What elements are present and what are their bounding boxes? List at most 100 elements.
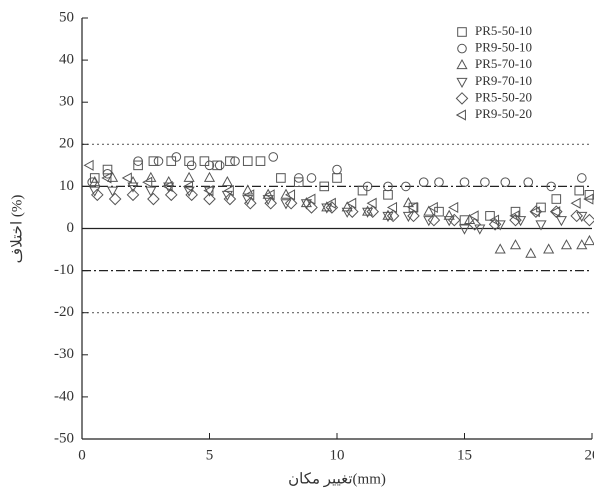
- point: [474, 224, 486, 235]
- point: [321, 201, 333, 212]
- point: [280, 199, 292, 210]
- point: [346, 205, 359, 218]
- point: [142, 176, 153, 188]
- point: [264, 196, 277, 210]
- point: [148, 156, 159, 166]
- y-tick-label: 50: [59, 9, 74, 25]
- point: [386, 209, 400, 223]
- point: [494, 220, 506, 231]
- y-tick-label: 0: [67, 220, 75, 236]
- point: [147, 192, 160, 206]
- point: [183, 171, 195, 182]
- x-tick-label: 5: [206, 447, 214, 463]
- point: [480, 177, 490, 187]
- point: [244, 189, 255, 201]
- point: [83, 159, 94, 171]
- point: [427, 201, 438, 214]
- point: [459, 177, 470, 187]
- point: [402, 197, 414, 208]
- point: [362, 207, 374, 218]
- point: [570, 209, 583, 223]
- point: [163, 182, 175, 193]
- point: [529, 206, 540, 218]
- point: [305, 201, 318, 214]
- point: [171, 152, 182, 162]
- legend-label: PR9-70-10: [475, 73, 532, 88]
- point: [423, 205, 435, 216]
- point: [448, 201, 459, 214]
- point: [510, 206, 521, 217]
- point: [164, 188, 178, 202]
- point: [468, 217, 481, 231]
- point: [242, 156, 253, 166]
- point: [319, 181, 330, 192]
- point: [551, 194, 562, 204]
- point: [525, 247, 537, 258]
- point: [145, 186, 157, 197]
- point: [262, 195, 274, 206]
- point: [185, 188, 198, 202]
- point: [560, 239, 573, 250]
- point: [576, 239, 588, 250]
- point: [203, 185, 214, 197]
- point: [543, 243, 555, 254]
- point: [401, 181, 411, 192]
- legend-label: PR5-70-10: [475, 56, 532, 71]
- point: [434, 177, 444, 187]
- point: [262, 188, 274, 199]
- point: [214, 160, 225, 171]
- point: [284, 189, 296, 201]
- point: [407, 209, 420, 223]
- point: [583, 234, 594, 246]
- point: [223, 192, 237, 206]
- point: [570, 197, 581, 209]
- point: [223, 185, 234, 197]
- point: [145, 171, 157, 182]
- point: [386, 201, 398, 214]
- point: [574, 185, 585, 196]
- point: [305, 193, 316, 205]
- point: [276, 173, 286, 183]
- point: [382, 209, 394, 220]
- legend-marker: [457, 43, 467, 54]
- point: [264, 189, 275, 201]
- point: [108, 192, 122, 206]
- point: [366, 205, 379, 218]
- point: [293, 173, 304, 183]
- point: [91, 188, 104, 202]
- point: [332, 164, 342, 175]
- point: [126, 188, 140, 202]
- legend-label: PR5-50-10: [475, 23, 532, 38]
- point: [535, 220, 547, 231]
- point: [225, 156, 235, 166]
- point: [107, 186, 119, 197]
- point: [121, 172, 132, 184]
- point: [494, 243, 506, 254]
- point: [230, 156, 240, 166]
- point: [255, 156, 266, 166]
- point: [362, 181, 373, 192]
- point: [182, 180, 194, 192]
- legend-label: PR5-50-20: [475, 89, 532, 104]
- point: [133, 156, 143, 166]
- legend-marker: [455, 92, 469, 105]
- point: [583, 193, 594, 205]
- point: [383, 190, 393, 200]
- x-axis-label: تغییر مکان(mm): [288, 471, 386, 487]
- point: [107, 171, 119, 182]
- point: [576, 211, 588, 223]
- point: [102, 164, 113, 175]
- point: [321, 203, 333, 214]
- point: [577, 173, 587, 183]
- point: [458, 224, 471, 235]
- point: [402, 211, 414, 223]
- point: [407, 201, 418, 214]
- point: [468, 210, 479, 222]
- point: [306, 173, 317, 183]
- point: [383, 181, 393, 192]
- legend-label: PR9-50-10: [475, 40, 532, 55]
- point: [204, 160, 215, 171]
- point: [325, 197, 336, 209]
- y-tick-label: -40: [54, 388, 74, 404]
- point: [434, 206, 444, 217]
